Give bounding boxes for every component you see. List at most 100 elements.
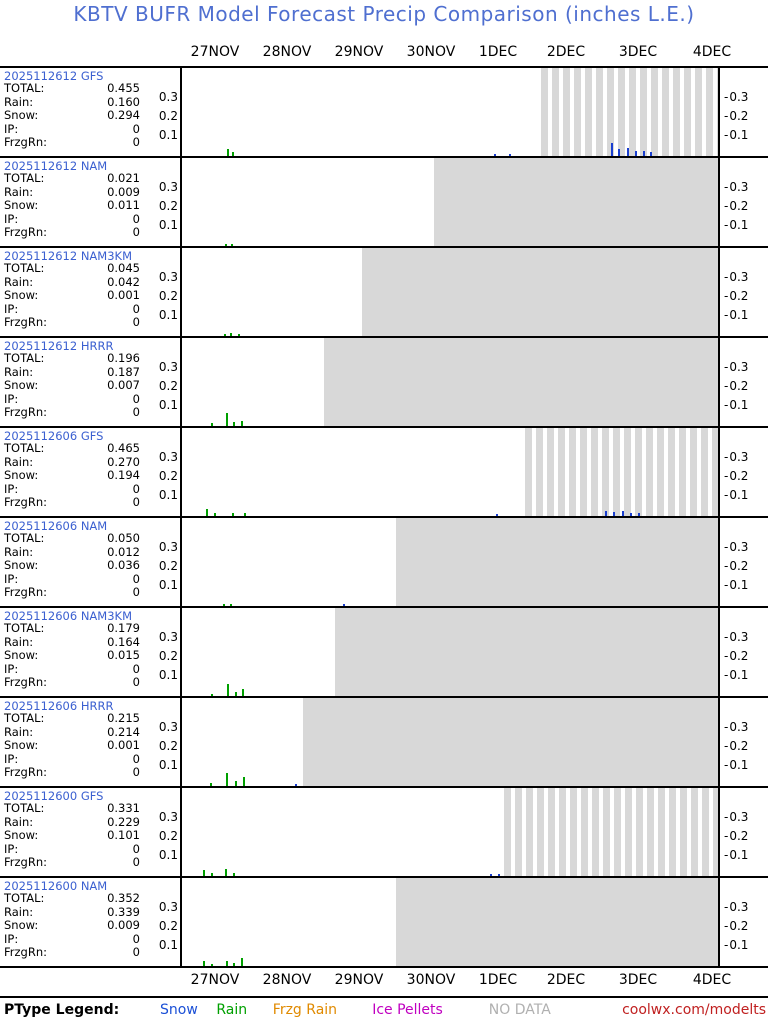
stat-row-ip: IP: 0 — [4, 842, 176, 857]
stat-key: IP: — [4, 211, 19, 226]
stat-row-ip: IP: 0 — [4, 752, 176, 767]
stat-row-snow: Snow: 0.194 — [4, 469, 176, 483]
y-axis-labels-right: 0.3 0.2 0.1 — [722, 698, 766, 786]
stat-row-rain: Rain: 0.339 — [4, 905, 176, 920]
stat-row-ip: IP: 0 — [4, 122, 176, 137]
panel-plot-area — [180, 518, 720, 606]
stat-row-frzgrn: FrzgRn: 0 — [4, 856, 176, 870]
y-tick-0.1: 0.1 — [158, 668, 178, 682]
panel-plot-area — [180, 248, 720, 336]
precip-bar-snow — [508, 154, 511, 156]
stat-row-snow: Snow: 0.015 — [4, 649, 176, 663]
y-tick-right-0.2: 0.2 — [724, 199, 748, 213]
stat-key: TOTAL: — [4, 351, 45, 365]
stat-value: 0.009 — [107, 184, 140, 199]
stat-key: TOTAL: — [4, 801, 45, 815]
y-tick-0.1: 0.1 — [158, 578, 178, 592]
y-tick-right-0.3: 0.3 — [724, 180, 748, 194]
stat-row-total: TOTAL: 0.045 — [4, 261, 176, 276]
stat-row-total: TOTAL: 0.021 — [4, 171, 176, 186]
panel-stats: TOTAL: 0.196 Rain: 0.187 Snow: 0.007 IP: 0 FrzgR… — [4, 351, 176, 420]
top-date-axis: 27NOV 28NOV 29NOV 30NOV 1DEC 2DEC 3DEC 4DEC — [0, 44, 768, 64]
y-axis-labels-left: 0.3 0.2 0.1 — [142, 608, 178, 696]
x-axis-tick-1dec: 1DEC — [478, 44, 518, 60]
x-axis-tick-28nov: 28NOV — [262, 44, 312, 60]
precip-bar-rain — [223, 333, 226, 336]
brand-watermark: coolwx.com/modelts — [618, 998, 768, 1024]
forecast-panel: 2025112600 GFS TOTAL: 0.331 Rain: 0.229 Snow:… — [0, 786, 768, 876]
precip-bar-snow — [642, 150, 645, 156]
y-tick-0.2: 0.2 — [158, 829, 178, 843]
precip-bar-rain — [232, 152, 235, 156]
stat-row-ip: IP: 0 — [4, 482, 176, 497]
stat-row-total: TOTAL: 0.196 — [4, 351, 176, 366]
y-axis-labels-left: 0.3 0.2 0.1 — [142, 338, 178, 426]
panel-run-label: 2025112612 HRRR — [4, 339, 114, 353]
precip-bar-snow — [490, 874, 493, 876]
precip-bar-rain — [233, 963, 236, 966]
y-tick-0.1: 0.1 — [158, 398, 178, 412]
stat-row-total: TOTAL: 0.455 — [4, 81, 176, 96]
stat-key: Rain: — [4, 634, 34, 649]
precip-bar-rain — [232, 512, 235, 516]
precip-bar-snow — [342, 604, 345, 606]
stat-key: TOTAL: — [4, 171, 45, 185]
y-axis-labels-left: 0.3 0.2 0.1 — [142, 68, 178, 156]
y-tick-right-0.1: 0.1 — [724, 758, 748, 772]
y-tick-right-0.3: 0.3 — [724, 90, 748, 104]
no-data-region — [334, 608, 718, 696]
stat-value: 0 — [132, 495, 140, 510]
panel-stats: TOTAL: 0.215 Rain: 0.214 Snow: 0.001 IP: 0 FrzgR… — [4, 711, 176, 780]
stat-value: 0.011 — [107, 198, 140, 213]
precip-bar-rain — [206, 508, 209, 516]
stat-row-frzgrn: FrzgRn: 0 — [4, 406, 176, 420]
x-axis-tick-4dec: 4DEC — [692, 44, 732, 60]
stat-row-snow: Snow: 0.007 — [4, 379, 176, 393]
stat-row-frzgrn: FrzgRn: 0 — [4, 496, 176, 510]
forecast-panel: 2025112606 HRRR TOTAL: 0.215 Rain: 0.214 Snow… — [0, 696, 768, 786]
legend-item-no-data: NO DATA — [488, 1002, 551, 1018]
stat-key: TOTAL: — [4, 441, 45, 455]
precip-bar-rain — [224, 244, 227, 246]
y-tick-0.2: 0.2 — [158, 379, 178, 393]
y-tick-right-0.3: 0.3 — [724, 450, 748, 464]
y-tick-right-0.1: 0.1 — [724, 848, 748, 862]
x-axis-tick-29nov: 29NOV — [334, 44, 384, 60]
precip-bar-snow — [612, 512, 615, 516]
precip-bar-rain — [210, 873, 213, 876]
legend-item-frzg-rain: Frzg Rain — [272, 1002, 338, 1018]
y-axis-labels-right: 0.3 0.2 0.1 — [722, 518, 766, 606]
stat-value: 0 — [132, 211, 140, 226]
panel-run-label: 2025112600 NAM — [4, 879, 108, 893]
stat-value: 0.160 — [107, 94, 140, 109]
stat-key: Snow: — [4, 108, 39, 123]
stat-row-ip: IP: 0 — [4, 932, 176, 947]
y-tick-right-0.3: 0.3 — [724, 720, 748, 734]
stat-value: 0 — [132, 855, 140, 870]
y-axis-labels-right: 0.3 0.2 0.1 — [722, 428, 766, 516]
y-axis-labels-right: 0.3 0.2 0.1 — [722, 248, 766, 336]
stat-value: 0.015 — [107, 648, 140, 663]
forecast-panel: 2025112612 NAM TOTAL: 0.021 Rain: 0.009 Snow:… — [0, 156, 768, 246]
panel-run-label: 2025112612 NAM — [4, 159, 108, 173]
stat-key: FrzgRn: — [4, 315, 47, 330]
y-tick-0.1: 0.1 — [158, 128, 178, 142]
y-tick-right-0.2: 0.2 — [724, 379, 748, 393]
panel-plot-area — [180, 428, 720, 516]
stat-key: Snow: — [4, 198, 39, 213]
precip-bar-snow — [495, 514, 498, 516]
stat-key: Rain: — [4, 814, 34, 829]
stat-row-total: TOTAL: 0.050 — [4, 531, 176, 546]
stat-value: 0.007 — [107, 378, 140, 393]
panel-run-label: 2025112600 GFS — [4, 789, 104, 803]
precip-bar-rain — [227, 684, 230, 696]
y-axis-labels-right: 0.3 0.2 0.1 — [722, 338, 766, 426]
y-axis-labels-left: 0.3 0.2 0.1 — [142, 428, 178, 516]
y-tick-0.2: 0.2 — [158, 919, 178, 933]
no-data-region — [302, 698, 718, 786]
stat-value: 0.215 — [107, 711, 140, 725]
no-data-region — [324, 338, 718, 426]
legend-item-snow: Snow — [160, 1002, 198, 1018]
stat-key: Snow: — [4, 378, 39, 393]
